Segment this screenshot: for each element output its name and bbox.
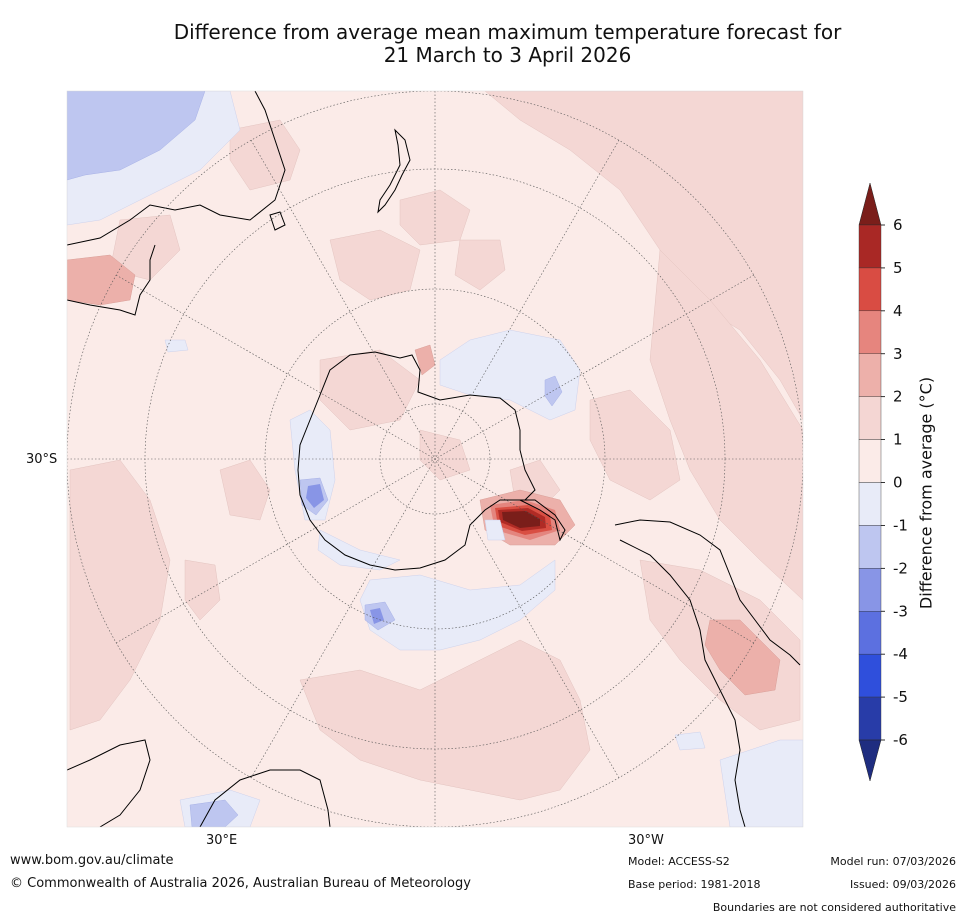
footer-disclaimer: Boundaries are not considered authoritat… [712,901,956,914]
footer-model-run: Model run: 07/03/2026 [830,855,956,868]
colorbar-tick-label: 1 [893,431,903,449]
colorbar-bin [858,224,882,269]
colorbar-bin [858,267,882,312]
coastlines [67,91,801,827]
colorbar-bin [858,696,882,741]
new-zealand-coastline [377,128,411,214]
footer-issued: Issued: 09/03/2026 [849,878,956,891]
map-title-line-1: Difference from average mean maximum tem… [173,20,842,44]
colorbar-tick-label: -6 [893,731,908,749]
colorbar-tick-label: -4 [893,645,908,663]
colorbar-bin [858,439,882,483]
colorbar-tick-label: -2 [893,559,908,577]
map-title: Difference from average mean maximum tem… [60,21,955,67]
colorbar-bin [858,482,882,526]
colorbar-tick-label: 0 [893,474,903,492]
colorbar-tick-label: 3 [893,345,903,363]
longitude-label-30e: 30°E [206,833,238,848]
graticule [67,91,803,827]
antarctica-coastline [297,351,536,571]
colorbar-tick-label: 5 [893,259,903,277]
footer-base-period: Base period: 1981-2018 [628,878,761,891]
colorbar-bin [858,568,882,612]
antarctic-peninsula [519,499,566,542]
map-area[interactable] [67,91,803,827]
colorbar-bin [858,396,882,440]
colorbar-bin [858,611,882,655]
colorbar-bin [858,353,882,397]
colorbar-bin [858,310,882,354]
footer-model: Model: ACCESS-S2 [628,855,730,868]
south-america-coastline [614,519,801,827]
colorbar-extend-low [858,739,882,782]
map-frame [66,90,804,828]
colorbar-ticks: 6 5 4 3 2 1 0 -1 -2 -3 -4 -5 -6 [881,216,908,749]
colorbar: 6 5 4 3 2 1 0 -1 -2 -3 -4 -5 -6 [858,182,908,782]
colorbar-tick-label: -3 [893,602,908,620]
colorbar-bin [858,653,882,698]
africa-coastline [67,739,331,827]
australia-coastline [67,91,286,316]
anomaly-m2-m1-regions [67,91,563,827]
footer-website[interactable]: www.bom.gov.au/climate [10,853,174,868]
latitude-label-30s: 30°S [26,452,58,467]
map-title-line-2: 21 March to 3 April 2026 [383,43,632,67]
tasmania-coastline [269,211,286,231]
footer-copyright: © Commonwealth of Australia 2026, Austra… [10,876,471,891]
colorbar-label-text: Difference from average (°C) [916,376,936,610]
longitude-label-30w: 30°W [628,833,664,848]
colorbar-extend-high [858,182,882,226]
colorbar-label: Difference from average (°C) [916,377,936,609]
colorbar-bins [858,224,882,741]
anomaly-6-plus-regions [502,511,540,528]
colorbar-tick-label: 2 [893,388,903,406]
colorbar-tick-label: -1 [893,516,908,534]
colorbar-tick-label: -5 [893,688,908,706]
anomaly-1-2-regions [69,91,803,801]
colorbar-tick-label: 4 [893,302,903,320]
colorbar-bin [858,525,882,569]
colorbar-tick-label: 6 [893,216,903,234]
